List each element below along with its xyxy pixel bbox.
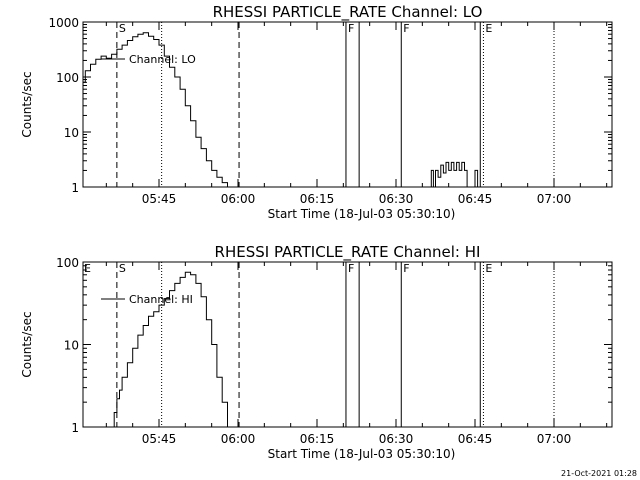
x-tick-label: 06:30 <box>379 432 414 446</box>
legend-label: Channel: HI <box>129 293 193 306</box>
y-tick-label: 100 <box>56 256 79 270</box>
x-axis-label: Start Time (18-Jul-03 05:30:10) <box>268 447 456 461</box>
hi-channel-panel: RHESSI PARTICLE_RATE Channel: HI 05:45 06:… <box>20 243 613 461</box>
x-tick-label: 05:45 <box>142 432 177 446</box>
event-marker-label: F <box>348 22 354 35</box>
series-line-1 <box>112 271 228 427</box>
y-tick-label: 1 <box>71 181 79 195</box>
lo-channel-panel: RHESSI PARTICLE_RATE Channel: LO 05:45 06:… <box>20 3 613 221</box>
y-tick-label: 10 <box>64 126 79 140</box>
chart-title: RHESSI PARTICLE_RATE Channel: HI <box>215 243 481 262</box>
x-tick-label: 06:00 <box>221 192 256 206</box>
event-marker-label: E <box>485 262 492 275</box>
x-tick-label: 07:00 <box>537 432 572 446</box>
x-tick-label: 06:45 <box>458 192 493 206</box>
event-marker-label: F <box>403 262 409 275</box>
corner-marker-label: E <box>84 262 91 275</box>
plot-frame <box>82 21 613 188</box>
event-marker-label: E <box>485 22 492 35</box>
x-axis-label: Start Time (18-Jul-03 05:30:10) <box>268 207 456 221</box>
x-tick-label: 06:45 <box>458 432 493 446</box>
x-tick-label: 06:15 <box>300 432 335 446</box>
y-tick-label: 100 <box>56 71 79 85</box>
event-marker-label: S <box>119 22 126 35</box>
y-tick-label: 1 <box>71 421 79 435</box>
y-tick-label: 10 <box>64 339 79 353</box>
y-tick-label: 1000 <box>48 16 79 30</box>
event-marker-label: S <box>119 262 126 275</box>
event-marker-label: F <box>348 262 354 275</box>
x-tick-label: 06:00 <box>221 432 256 446</box>
plot-frame <box>82 261 613 428</box>
series-line-1 <box>83 32 270 187</box>
footer-timestamp: 21-Oct-2021 01:28 <box>561 469 637 478</box>
series-line-2 <box>429 161 491 187</box>
event-marker-label: F <box>403 22 409 35</box>
chart-title: RHESSI PARTICLE_RATE Channel: LO <box>213 3 483 22</box>
legend-label: Channel: LO <box>129 53 196 66</box>
y-axis-label: Counts/sec <box>20 311 34 377</box>
x-tick-label: 06:30 <box>379 192 414 206</box>
y-axis-label: Counts/sec <box>20 71 34 137</box>
x-tick-label: 05:45 <box>142 192 177 206</box>
x-tick-label: 06:15 <box>300 192 335 206</box>
x-tick-label: 07:00 <box>537 192 572 206</box>
